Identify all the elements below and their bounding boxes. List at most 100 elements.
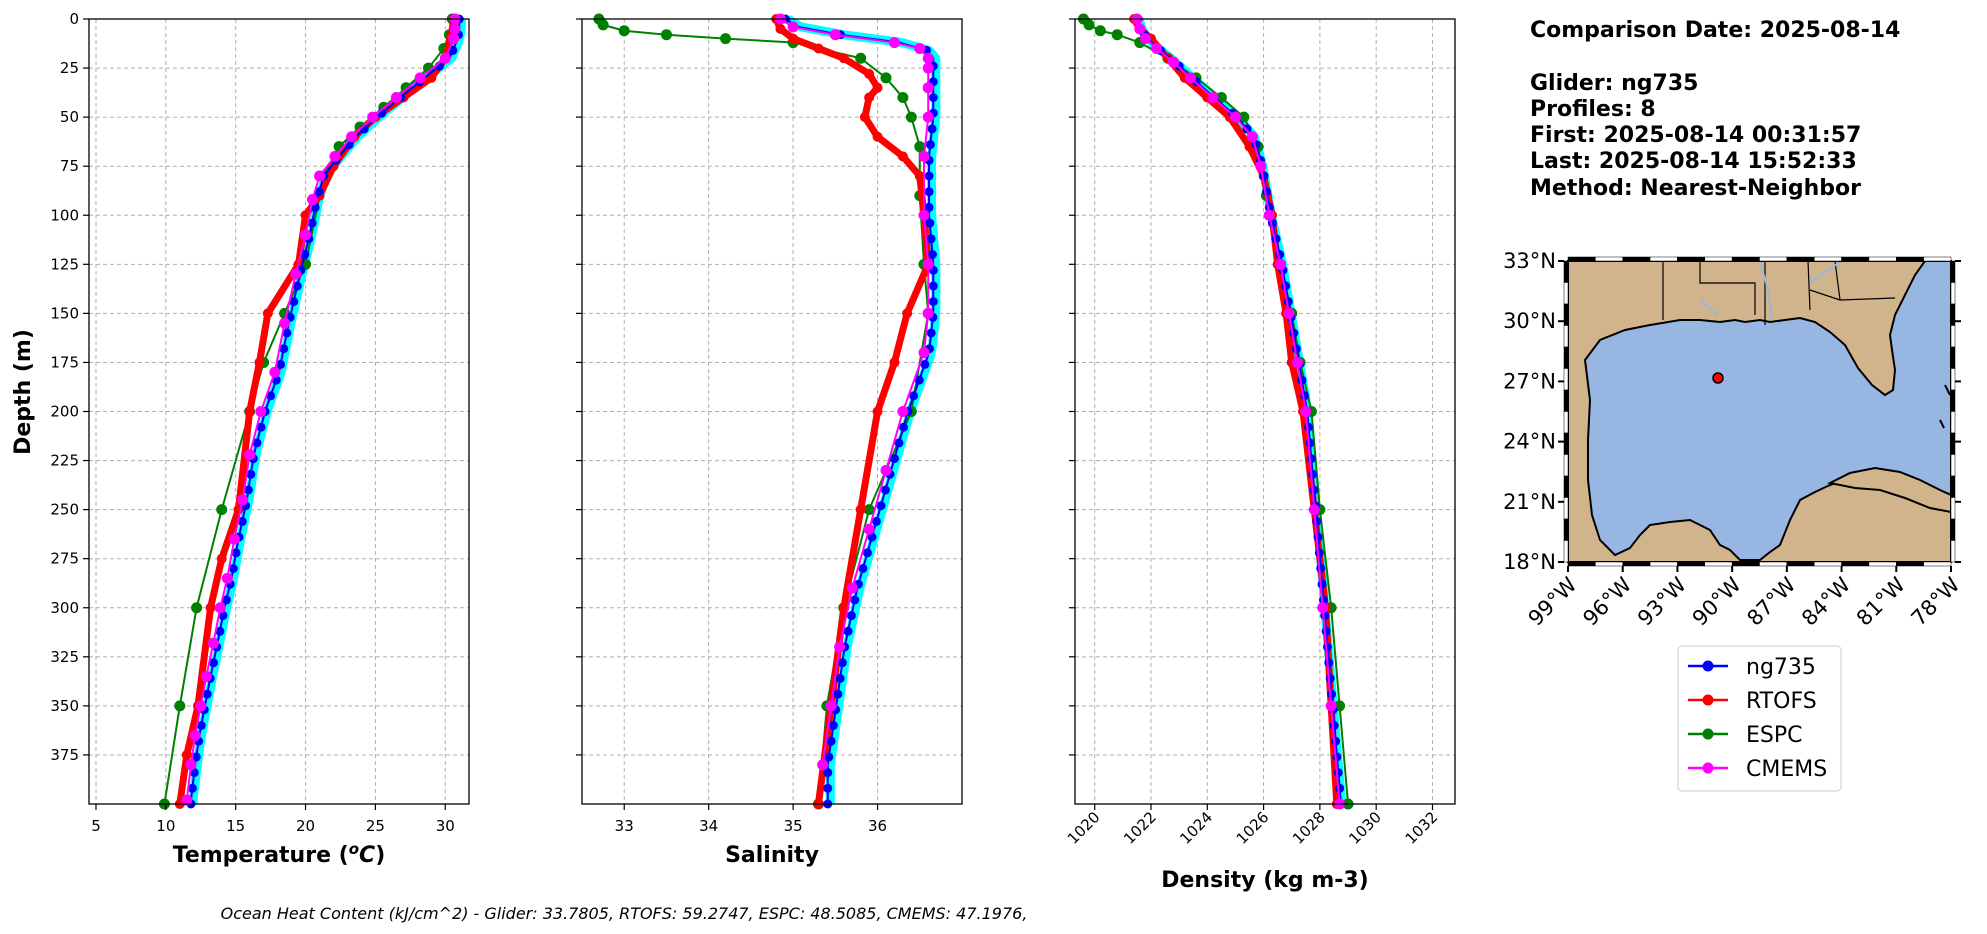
map-border-segment: [1595, 561, 1623, 567]
data-point-ng735: [826, 736, 836, 746]
data-point-espc: [618, 25, 630, 37]
lon-tick-label: 81°W: [1852, 572, 1910, 630]
data-point-ng735: [1305, 438, 1315, 448]
salinity-panel: 33 34 35 36: [576, 13, 963, 835]
map-border-segment: [1923, 561, 1952, 567]
data-point-ng735: [282, 328, 292, 338]
data-point-ng735: [828, 721, 838, 730]
data-point-ng735: [252, 438, 262, 448]
data-point-ng735: [187, 783, 197, 793]
map-border-segment: [1950, 303, 1956, 326]
map-border-segment: [1950, 325, 1956, 348]
data-point-ng735: [924, 202, 934, 212]
data-point-ng735: [889, 454, 899, 464]
data-point-cmems: [181, 794, 193, 806]
lon-tick-label: 87°W: [1742, 572, 1800, 630]
map-border-segment: [1563, 432, 1569, 455]
data-point-espc: [720, 33, 732, 45]
data-point-cmems: [269, 366, 281, 378]
map-border-segment: [1813, 561, 1842, 567]
map-border: [1563, 256, 1956, 567]
data-point-ng735: [824, 752, 834, 762]
data-point-ng735: [928, 93, 938, 102]
data-point-ng735: [276, 359, 286, 369]
y-tick-label: 300: [50, 599, 79, 617]
x-tick-label: 34: [699, 817, 718, 835]
data-point-espc: [863, 504, 875, 516]
data-point-ng735: [266, 391, 276, 401]
x-tick-label: 36: [868, 817, 887, 835]
map-border-segment: [1950, 497, 1956, 520]
lon-tick-label: 78°W: [1907, 572, 1965, 630]
map-ocean: [1583, 261, 1951, 561]
data-point-espc: [1238, 111, 1250, 123]
map-border-segment: [1841, 561, 1870, 567]
data-point-ng735: [271, 375, 281, 385]
data-point-rtofs: [889, 357, 900, 368]
lat-tick-label: 33°N: [1503, 249, 1556, 273]
data-point-cmems: [1246, 131, 1258, 143]
series-line-cmems: [185, 19, 457, 801]
x-tick-label: 25: [366, 817, 385, 835]
data-point-cmems: [922, 52, 934, 64]
map-bahamas: [1939, 384, 1951, 429]
y-tick-label: 325: [50, 648, 79, 666]
data-point-ng735: [1324, 658, 1334, 668]
data-point-ng735: [862, 548, 872, 558]
data-point-cmems: [449, 23, 461, 35]
data-point-cmems: [244, 449, 256, 461]
data-point-ng735: [837, 658, 847, 668]
data-point-ng735: [926, 328, 936, 338]
map-border-segment: [1563, 325, 1569, 348]
map-border-segment: [1567, 561, 1596, 567]
lat-tick-label: 24°N: [1503, 430, 1556, 454]
ocean-heat-content-footer: Ocean Heat Content (kJ/cm^2) - Glider: 3…: [221, 904, 1028, 923]
map-border-segment: [1868, 561, 1897, 567]
y-tick-label: 150: [50, 304, 79, 322]
data-point-cmems: [237, 494, 249, 506]
data-point-cmems: [228, 533, 240, 545]
lat-tick-label: 27°N: [1503, 369, 1556, 393]
data-point-ng735: [1312, 516, 1322, 526]
x-tick-label: 1026: [1233, 808, 1273, 848]
data-point-cmems: [290, 268, 302, 280]
data-point-ng735: [925, 140, 935, 150]
x-tick-label: 20: [296, 817, 315, 835]
data-point-cmems: [448, 33, 460, 45]
depth-axis-label: Depth (m): [11, 329, 36, 455]
y-tick-label: 50: [60, 108, 79, 126]
data-point-rtofs: [788, 33, 799, 44]
data-point-espc: [914, 141, 926, 153]
lon-tick-label: 96°W: [1578, 572, 1636, 630]
data-point-cmems: [1168, 56, 1180, 68]
data-point-ng735: [231, 548, 241, 558]
data-point-ng735: [928, 297, 938, 307]
data-point-ng735: [867, 532, 877, 542]
data-point-cmems: [863, 523, 875, 535]
data-point-espc: [1083, 19, 1095, 31]
data-point-cmems: [1134, 23, 1146, 35]
y-tick-label: 225: [50, 452, 79, 470]
data-point-ng735: [920, 359, 930, 369]
glider-name: Glider: ng735: [1530, 71, 1698, 96]
last-time: Last: 2025-08-14 15:52:33: [1530, 149, 1857, 174]
data-point-ng735: [1331, 736, 1341, 746]
map-border-segment: [1731, 561, 1760, 567]
data-point-ng735: [1332, 752, 1342, 762]
data-point-ng735: [1304, 422, 1314, 432]
y-tick-label: 275: [50, 550, 79, 568]
x-tick-label: 1024: [1176, 808, 1216, 848]
map-border-segment: [1950, 346, 1956, 369]
data-point-ng735: [1308, 469, 1318, 479]
data-point-cmems: [1291, 356, 1303, 368]
density-axis-label: Density (kg m-3): [1161, 868, 1369, 893]
lat-tick-label: 30°N: [1503, 309, 1556, 333]
data-point-cmems: [300, 229, 312, 241]
map-border-segment: [1563, 475, 1569, 498]
map-border-segment: [1622, 256, 1651, 262]
y-tick-label: 0: [69, 10, 79, 28]
map-border-segment: [1622, 561, 1651, 567]
lon-tick-label: 93°W: [1633, 572, 1691, 630]
legend-marker-rtofs: [1702, 694, 1714, 706]
data-point-cmems: [1300, 406, 1312, 417]
